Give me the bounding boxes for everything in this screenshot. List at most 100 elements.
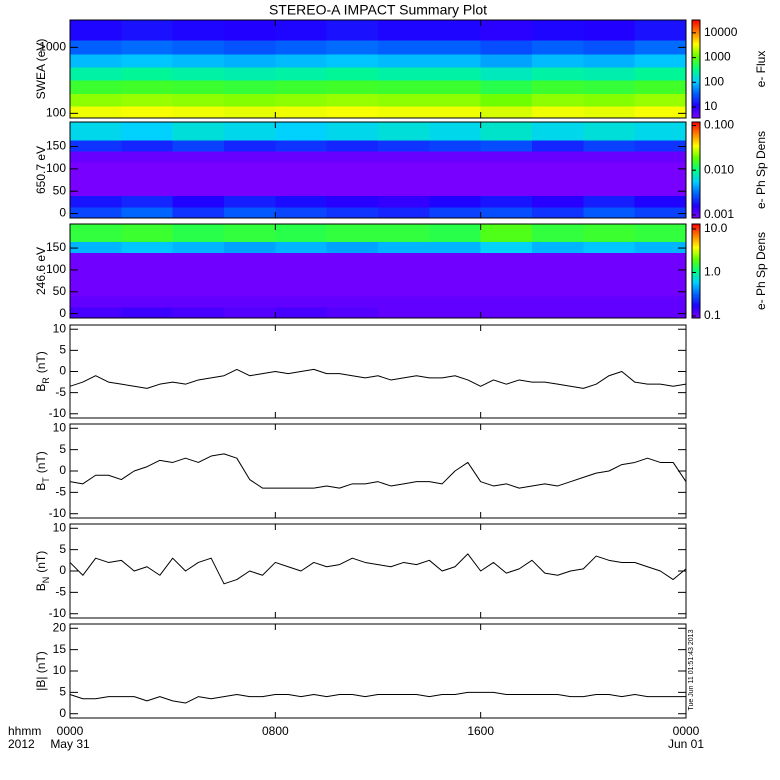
heatmap-cell — [224, 285, 276, 297]
heatmap-cell — [224, 195, 276, 208]
heatmap-cell — [480, 296, 533, 308]
y-tick-label: 5 — [59, 343, 66, 357]
heatmap-cell — [634, 252, 687, 264]
heatmap-cell — [275, 105, 328, 119]
heatmap-cell — [275, 80, 328, 94]
heatmap-cell — [70, 162, 122, 174]
heatmap-cell — [480, 67, 533, 81]
heatmap-cell — [634, 173, 687, 186]
heatmap-cell — [532, 53, 584, 68]
heatmap-cell — [378, 274, 430, 286]
plot-frame — [69, 623, 687, 719]
heatmap-cell — [70, 80, 122, 94]
heatmap-cell — [583, 285, 636, 297]
heatmap-cell — [634, 263, 687, 275]
heatmap-cell — [224, 173, 276, 186]
heatmap-cell — [121, 173, 174, 186]
heatmap-cell — [480, 307, 533, 319]
heatmap-cell — [378, 105, 430, 119]
heatmap-cell — [121, 93, 174, 107]
heatmap-cell — [70, 206, 122, 219]
heatmap-cell — [532, 67, 584, 81]
heatmap-cell — [172, 184, 225, 197]
colorbar-tick-label: 0.100 — [704, 118, 734, 132]
heatmap-cell — [121, 39, 174, 55]
heatmap-cell — [326, 53, 379, 68]
heatmap-cell — [172, 274, 225, 286]
x-tick-label: 0000 — [673, 724, 700, 738]
heatmap-cell — [172, 307, 225, 319]
heatmap-cell — [275, 93, 328, 107]
colorbar-tick-label: 100 — [704, 74, 724, 88]
y-tick-label: 100 — [46, 262, 66, 276]
heatmap-cell — [583, 20, 636, 41]
colorbar-tick-label: 0.1 — [704, 308, 721, 322]
x-tick-sublabel: Jun 01 — [668, 737, 704, 751]
heatmap-cell — [121, 252, 174, 264]
heatmap-cell — [634, 151, 687, 163]
heatmap-cell — [532, 296, 584, 308]
heatmap-cell — [70, 67, 122, 81]
heatmap-cell — [121, 206, 174, 219]
heatmap-cell — [326, 162, 379, 174]
heatmap-cell — [326, 139, 379, 152]
heatmap-cell — [480, 151, 533, 163]
y-tick-label: 0 — [59, 306, 66, 320]
y-tick-label: 0 — [59, 463, 66, 477]
data-line — [69, 368, 687, 389]
heatmap-cell — [326, 241, 379, 253]
heatmap-cell — [224, 241, 276, 253]
heatmap-cell — [634, 184, 687, 197]
y-tick-label: 10 — [53, 520, 67, 534]
heatmap-cell — [480, 195, 533, 208]
heatmap-cell — [532, 39, 584, 55]
heatmap-cell — [326, 184, 379, 197]
colorbar-label: e- Ph Sp Dens — [754, 131, 768, 209]
heatmap-cell — [275, 20, 328, 41]
heatmap-cell — [634, 20, 687, 41]
heatmap-cell — [583, 93, 636, 107]
heatmap-cell — [480, 241, 533, 253]
heatmap-cell — [583, 139, 636, 152]
heatmap-cell — [480, 173, 533, 186]
heatmap-cell — [429, 39, 482, 55]
y-axis-label-main: 246.6 eV — [34, 247, 48, 295]
heatmap-cell — [532, 241, 584, 253]
colorbar-tick-label: 1.0 — [704, 265, 721, 279]
y-axis-label-unit: (nT) — [34, 551, 48, 573]
heatmap-cell — [172, 39, 225, 55]
heatmap-cell — [224, 80, 276, 94]
heatmap-cell — [121, 285, 174, 297]
heatmap-cell — [326, 206, 379, 219]
heatmap-cell — [70, 39, 122, 55]
heatmap-cell — [378, 162, 430, 174]
heatmap-cell — [326, 80, 379, 94]
heatmap-cell — [583, 307, 636, 319]
heatmap-cell — [275, 122, 328, 141]
heatmap-cell — [378, 195, 430, 208]
heatmap-cell — [172, 285, 225, 297]
heatmap-cell — [172, 105, 225, 119]
y-tick-label: -10 — [49, 506, 67, 520]
heatmap-cell — [480, 224, 533, 242]
y-axis-label-main: B — [34, 483, 48, 491]
plot-frame — [69, 523, 687, 619]
heatmap-cell — [275, 296, 328, 308]
heatmap-cell — [275, 206, 328, 219]
y-axis-label: BR (nT) — [34, 351, 51, 392]
y-axis-label: |B| (nT) — [34, 651, 48, 691]
timestamp: Tue Jun 11 01:51:43 2013 — [688, 629, 695, 710]
heatmap-cell — [172, 296, 225, 308]
heatmap-cell — [172, 206, 225, 219]
heatmap-cell — [429, 307, 482, 319]
heatmap-cell — [121, 122, 174, 141]
heatmap-cell — [275, 151, 328, 163]
y-tick-label: -5 — [55, 485, 66, 499]
heatmap-cell — [224, 206, 276, 219]
heatmap-cell — [532, 184, 584, 197]
colorbar-label: e- Flux — [754, 51, 768, 88]
y-tick-label: 5 — [59, 442, 66, 456]
heatmap-cell — [275, 53, 328, 68]
heatmap-cell — [326, 151, 379, 163]
